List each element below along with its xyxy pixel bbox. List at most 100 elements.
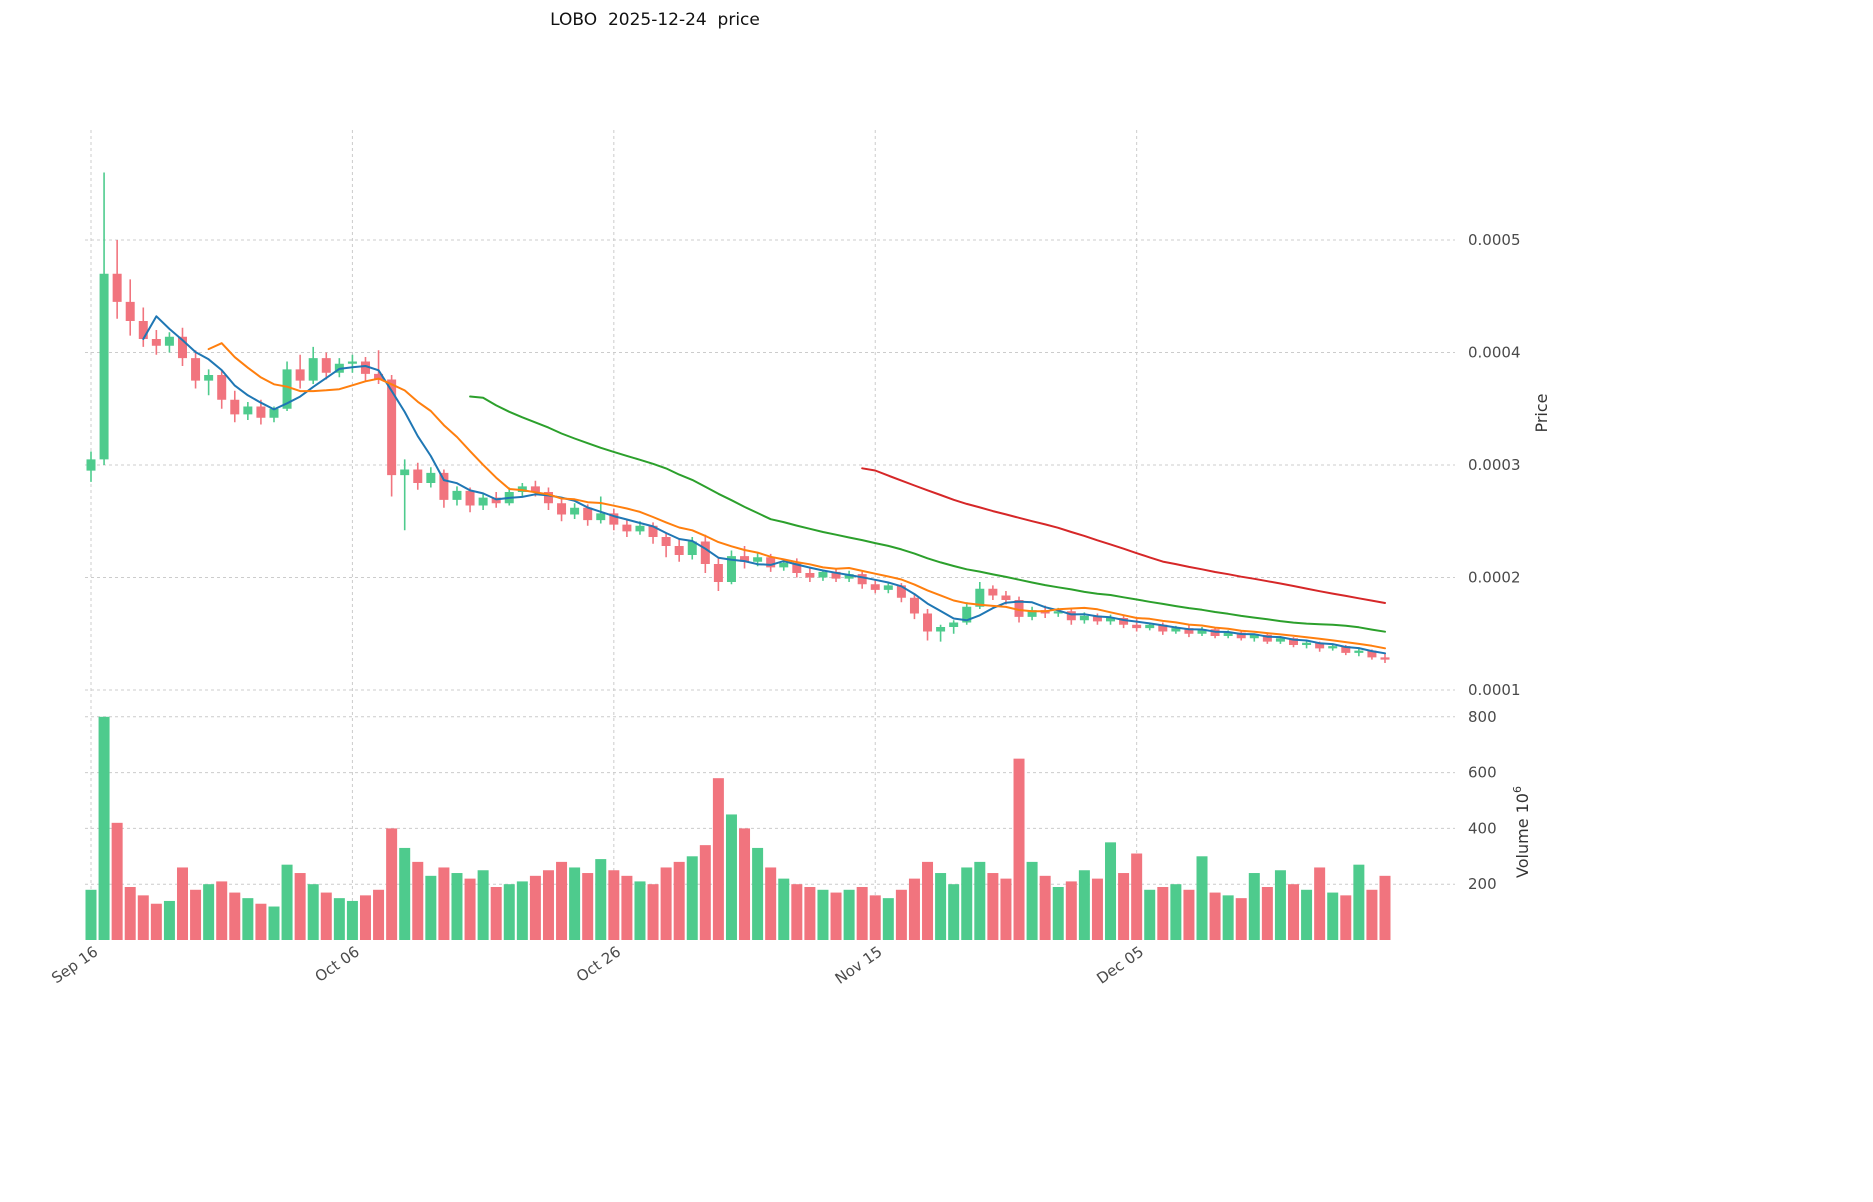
price-tick-label: 0.0005 — [1468, 231, 1521, 249]
price-tick-label: 0.0004 — [1468, 344, 1521, 362]
candle-body — [1184, 628, 1194, 634]
candle-body — [1275, 638, 1285, 642]
volume-bar — [752, 847, 764, 940]
volume-bar — [1065, 881, 1077, 940]
volume-bar — [1118, 873, 1130, 940]
volume-bar — [791, 884, 803, 940]
candle-body — [1145, 624, 1155, 629]
price-axis-label: Price — [1532, 393, 1551, 432]
candle-body — [870, 584, 880, 590]
volume-bar — [1327, 892, 1339, 940]
candle-body — [700, 541, 710, 564]
volume-bar — [438, 867, 450, 940]
chart-title: LOBO 2025-12-24 price — [550, 10, 760, 30]
candle-body — [439, 472, 449, 500]
candle-body — [1171, 628, 1181, 632]
volume-bar — [1274, 870, 1286, 940]
candle-body — [1341, 646, 1351, 653]
volume-bar — [111, 822, 123, 940]
candle-body — [883, 585, 893, 590]
candle-body — [99, 273, 109, 460]
candle-body — [988, 588, 998, 596]
volume-axis-label: Volume 106 — [1511, 786, 1532, 878]
volume-bar — [268, 906, 280, 940]
candle-body — [622, 524, 632, 532]
volume-bar — [908, 878, 920, 940]
candle-body — [962, 606, 972, 623]
candle-body — [125, 301, 135, 321]
volume-bar — [176, 867, 188, 940]
volume-bars — [85, 716, 1391, 940]
candle-body — [1380, 657, 1390, 660]
candle-body — [1223, 632, 1233, 636]
candle-body — [400, 469, 410, 476]
candle-body — [1001, 595, 1011, 600]
candle-body — [1197, 629, 1207, 634]
axis-labels: Sep 16 Oct 06 Oct 26 Nov 15 Dec 05 0.0001 0.00… — [48, 231, 1551, 988]
volume-bar — [137, 895, 149, 940]
candle-body — [687, 541, 697, 555]
volume-bar — [229, 892, 241, 940]
volume-bar — [935, 873, 947, 940]
candle-body — [936, 627, 946, 632]
volume-bar — [281, 864, 293, 940]
volume-bar — [843, 889, 855, 940]
volume-bar — [1131, 853, 1143, 940]
candle-body — [975, 588, 985, 607]
candle-body — [805, 573, 815, 578]
volume-tick-label: 800 — [1468, 708, 1497, 726]
volume-bar — [242, 898, 254, 940]
candle-body — [1354, 650, 1364, 653]
candle-body — [387, 379, 397, 476]
volume-bar — [399, 847, 411, 940]
volume-bar — [673, 861, 685, 940]
candle-body — [230, 399, 240, 415]
volume-bar — [1144, 889, 1156, 940]
volume-bar — [464, 878, 476, 940]
volume-bar — [98, 716, 110, 940]
candle-body — [753, 557, 763, 562]
volume-bar — [569, 867, 581, 940]
volume-bar — [647, 884, 659, 940]
candle-body — [1079, 615, 1089, 621]
volume-bar — [216, 881, 228, 940]
candle-body — [243, 406, 253, 415]
volume-bar — [1314, 867, 1326, 940]
candle-body — [452, 490, 462, 500]
volume-bar — [307, 884, 319, 940]
candle-body — [295, 369, 305, 381]
candle-body — [844, 574, 854, 579]
volume-bar — [190, 889, 202, 940]
candle-body — [374, 373, 384, 380]
volume-bar — [163, 900, 175, 940]
volume-bar — [582, 873, 594, 940]
volume-bar — [974, 861, 986, 940]
candle-body — [923, 613, 933, 632]
volume-bar — [686, 856, 698, 940]
candle-body — [360, 361, 370, 374]
candle-body — [779, 562, 789, 568]
x-tick-label: Sep 16 — [48, 943, 101, 988]
candle-body — [1053, 611, 1063, 614]
volume-bar — [529, 875, 541, 940]
volume-bar — [948, 884, 960, 940]
volume-bar — [1105, 842, 1117, 940]
moving-average-lines — [142, 315, 1386, 655]
candle-body — [1289, 638, 1299, 645]
candle-body — [426, 472, 436, 483]
price-tick-label: 0.0002 — [1468, 569, 1521, 587]
candle-body — [1132, 624, 1142, 629]
volume-bar — [333, 898, 345, 940]
candle-body — [321, 358, 331, 373]
volume-bar — [255, 903, 267, 940]
volume-bar — [987, 873, 999, 940]
candle-body — [583, 507, 593, 521]
volume-tick-label: 400 — [1468, 819, 1497, 837]
candle-body — [1249, 634, 1259, 639]
candle-body — [413, 469, 423, 483]
volume-bar — [895, 889, 907, 940]
candle-body — [909, 597, 919, 614]
volume-bar — [817, 889, 829, 940]
volume-bar — [516, 881, 528, 940]
